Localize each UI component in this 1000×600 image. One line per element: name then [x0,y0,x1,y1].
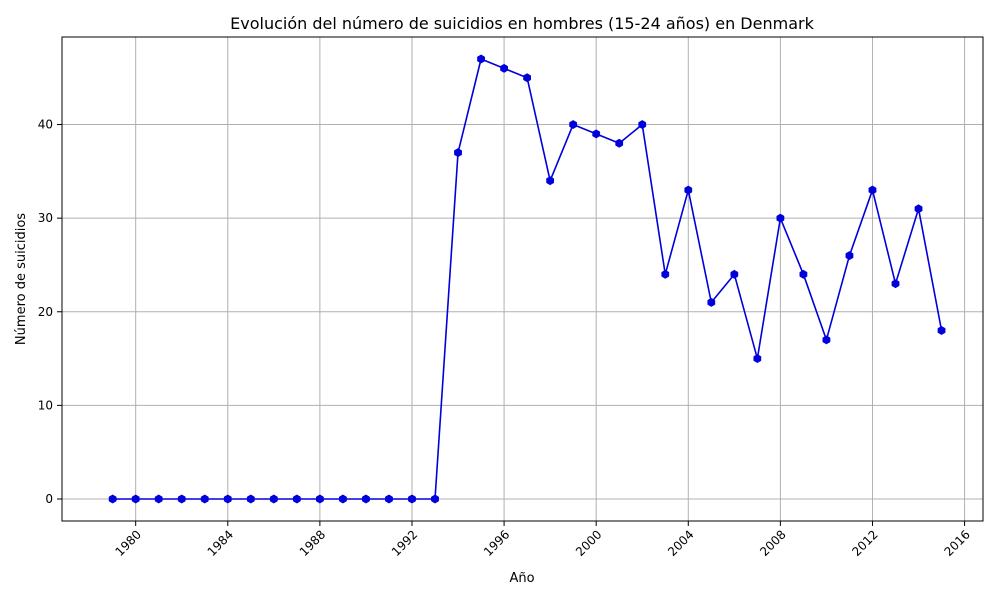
x-axis-label: Año [509,571,534,586]
x-tick-label: 2000 [573,527,604,558]
data-point [868,185,877,195]
x-tick-label: 2008 [757,527,788,558]
data-point [546,176,555,186]
data-point [454,148,462,158]
grid [62,37,983,521]
x-tick-label: 1984 [205,527,236,558]
data-point [937,326,946,335]
y-tick-label: 10 [38,398,53,412]
data-point [269,494,278,504]
x-tick-label: 2004 [665,527,696,558]
data-point [500,63,508,73]
data-point [246,494,255,504]
x-tick-label: 2012 [849,527,880,558]
data-point [200,494,209,504]
data-point [822,335,831,345]
data-point [707,297,716,307]
y-tick-label: 40 [38,118,53,132]
data-point [408,494,416,504]
data-point [108,494,117,504]
data-point [292,494,301,504]
data-point [776,213,785,223]
y-tick-label: 20 [38,305,53,319]
x-axis-ticks: 1980 1984 1988 1992 1996 2000 2004 2008 2012 2016 [113,521,973,559]
data-point [569,120,578,130]
chart-title: Evolución del número de suicidios en hom… [230,14,814,33]
x-tick-label: 1988 [297,527,328,558]
plot-area-frame [61,36,984,522]
data-point [638,120,647,130]
data-point [431,494,439,504]
data-point [615,138,624,148]
x-tick-label: 2016 [941,527,972,558]
data-point [891,279,900,289]
data-point [223,494,232,504]
data-point [684,185,693,195]
data-point [131,494,140,504]
data-point [845,251,854,261]
data-point [730,269,739,279]
x-tick-label: 1992 [389,527,420,558]
data-point [177,494,186,504]
data-point [661,269,670,279]
data-point [154,494,163,504]
data-point [339,494,347,504]
data-point [362,494,370,504]
data-point [477,54,485,64]
y-tick-label: 30 [38,211,53,225]
data-point [753,354,762,364]
series-layer [108,54,946,504]
data-point [315,494,324,504]
data-point [385,494,393,504]
x-tick-label: 1980 [113,527,144,558]
y-tick-label: 0 [45,492,53,506]
y-axis-ticks: 0 10 20 30 40 [38,118,62,506]
data-point [592,129,601,139]
x-tick-label: 1996 [481,527,512,558]
y-axis-label: Número de suicidios [14,213,29,345]
data-point [914,204,923,214]
data-point [523,73,531,83]
data-point [799,269,808,279]
